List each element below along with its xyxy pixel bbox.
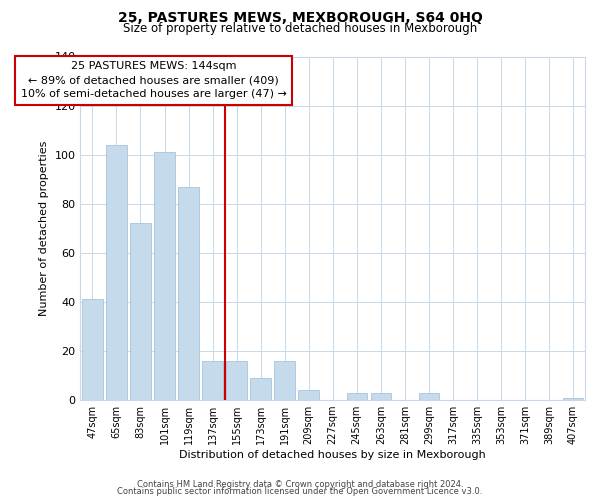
Text: Contains HM Land Registry data © Crown copyright and database right 2024.: Contains HM Land Registry data © Crown c… [137,480,463,489]
X-axis label: Distribution of detached houses by size in Mexborough: Distribution of detached houses by size … [179,450,486,460]
Bar [298,390,319,400]
Bar [130,224,151,400]
Bar [202,361,223,400]
Bar [226,361,247,400]
Bar [106,145,127,400]
Bar [371,392,391,400]
Bar [154,152,175,400]
Bar [563,398,583,400]
Text: Size of property relative to detached houses in Mexborough: Size of property relative to detached ho… [123,22,477,35]
Text: Contains public sector information licensed under the Open Government Licence v3: Contains public sector information licen… [118,487,482,496]
Text: 25, PASTURES MEWS, MEXBOROUGH, S64 0HQ: 25, PASTURES MEWS, MEXBOROUGH, S64 0HQ [118,11,482,25]
Bar [82,300,103,400]
Bar [347,392,367,400]
Bar [419,392,439,400]
Bar [250,378,271,400]
Y-axis label: Number of detached properties: Number of detached properties [39,140,49,316]
Text: 25 PASTURES MEWS: 144sqm
← 89% of detached houses are smaller (409)
10% of semi-: 25 PASTURES MEWS: 144sqm ← 89% of detach… [21,62,287,100]
Bar [178,186,199,400]
Bar [274,361,295,400]
